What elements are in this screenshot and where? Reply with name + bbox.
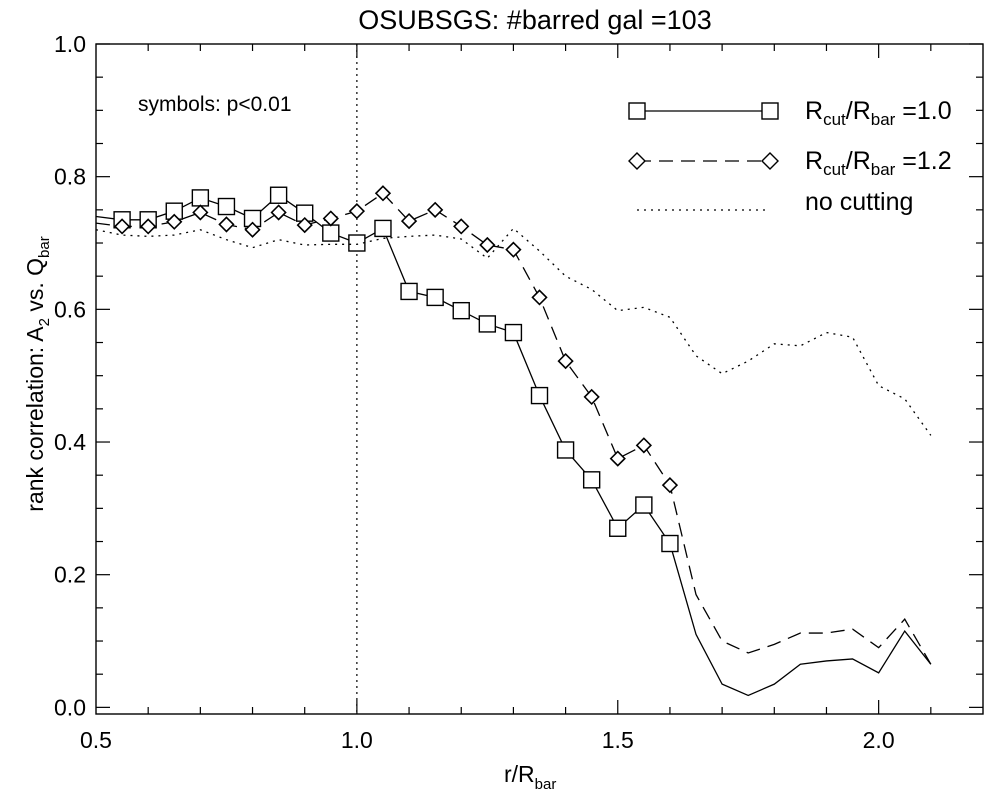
- data-point-diamond: [531, 289, 548, 306]
- data-point-square: [426, 288, 444, 307]
- legend-label-cut-1-0: Rcut/Rbar =1.0: [805, 97, 952, 129]
- plot-frame: [95, 43, 984, 715]
- x-tick-label: 1.0: [341, 727, 373, 753]
- data-point-square: [556, 441, 575, 459]
- series-line-solid: [95, 194, 932, 697]
- legend-label-cut-1-2: Rcut/Rbar =1.2: [805, 147, 952, 179]
- legend-marker-diamond-left: [628, 152, 646, 170]
- legend-label-no-cutting: no cutting: [805, 188, 913, 216]
- y-tick-label: 1.0: [54, 31, 86, 57]
- legend-marker-square-right: [761, 102, 779, 120]
- data-point-diamond: [113, 218, 131, 235]
- data-point-square: [322, 224, 340, 242]
- y-tick-label: 0.8: [54, 164, 86, 190]
- series-layer: [95, 185, 932, 697]
- data-point-diamond: [166, 213, 183, 230]
- data-point-diamond: [583, 388, 600, 406]
- axis-ticks: 0.5 1.0 1.5 2.0 0.0 0.2 0.4 0.6 0.8 1.0: [54, 31, 983, 753]
- y-axis-label: rank correlation: A2 vs. Qbar: [22, 236, 53, 511]
- data-point-diamond: [453, 218, 470, 235]
- x-axis-label-main: r/R: [504, 761, 535, 787]
- legend-entry-cut-1-2: Rcut/Rbar =1.2: [628, 147, 952, 179]
- data-point-square: [635, 496, 653, 514]
- y-tick-label: 0.2: [54, 562, 86, 588]
- data-point-diamond: [505, 241, 522, 258]
- data-point-diamond: [427, 201, 444, 218]
- data-point-diamond: [244, 221, 261, 238]
- data-point-diamond: [661, 477, 679, 494]
- data-point-diamond: [609, 450, 626, 467]
- x-axis-label: r/Rbar: [504, 761, 556, 793]
- y-tick-label: 0.4: [54, 429, 86, 455]
- data-point-square: [400, 282, 418, 301]
- x-axis-label-sub: bar: [535, 776, 557, 793]
- data-point-square: [269, 186, 288, 204]
- legend-entry-cut-1-0: Rcut/Rbar =1.0: [628, 97, 952, 129]
- series-line-dashed: [95, 192, 932, 665]
- legend-marker-diamond-right: [761, 152, 779, 170]
- legend-marker-square-left: [628, 102, 646, 120]
- data-point-diamond: [192, 204, 209, 221]
- x-tick-label: 1.5: [602, 727, 634, 753]
- data-point-diamond: [557, 352, 574, 370]
- data-point-diamond: [374, 185, 392, 202]
- data-point-square: [452, 301, 470, 320]
- legend: Rcut/Rbar =1.0 Rcut/Rbar =1.2 no cutting: [628, 97, 952, 216]
- data-point-diamond: [635, 437, 652, 454]
- y-tick-label: 0.0: [54, 694, 86, 720]
- data-point-square: [478, 315, 497, 333]
- data-point-diamond: [270, 204, 287, 221]
- data-point-diamond: [479, 236, 496, 254]
- data-point-diamond: [400, 212, 418, 230]
- data-point-square: [609, 519, 627, 537]
- data-point-square: [217, 197, 236, 216]
- data-point-diamond: [296, 216, 313, 234]
- chart-title: OSUBSGS: #barred gal =103: [358, 5, 711, 35]
- data-point-square: [504, 323, 523, 342]
- data-point-diamond: [218, 216, 235, 233]
- data-point-square: [661, 534, 679, 553]
- data-point-diamond: [322, 210, 339, 227]
- y-tick-label: 0.6: [54, 296, 86, 322]
- data-point-square: [348, 234, 366, 252]
- data-point-diamond: [140, 218, 157, 235]
- data-point-square: [374, 219, 392, 238]
- significance-annotation: symbols: p<0.01: [138, 93, 292, 116]
- data-point-diamond: [348, 203, 366, 220]
- data-point-square: [191, 189, 210, 207]
- x-tick-label: 0.5: [80, 727, 112, 753]
- legend-entry-no-cutting: no cutting: [637, 188, 913, 216]
- x-tick-label: 2.0: [863, 727, 895, 753]
- data-point-square: [582, 471, 601, 489]
- data-point-square: [530, 386, 549, 405]
